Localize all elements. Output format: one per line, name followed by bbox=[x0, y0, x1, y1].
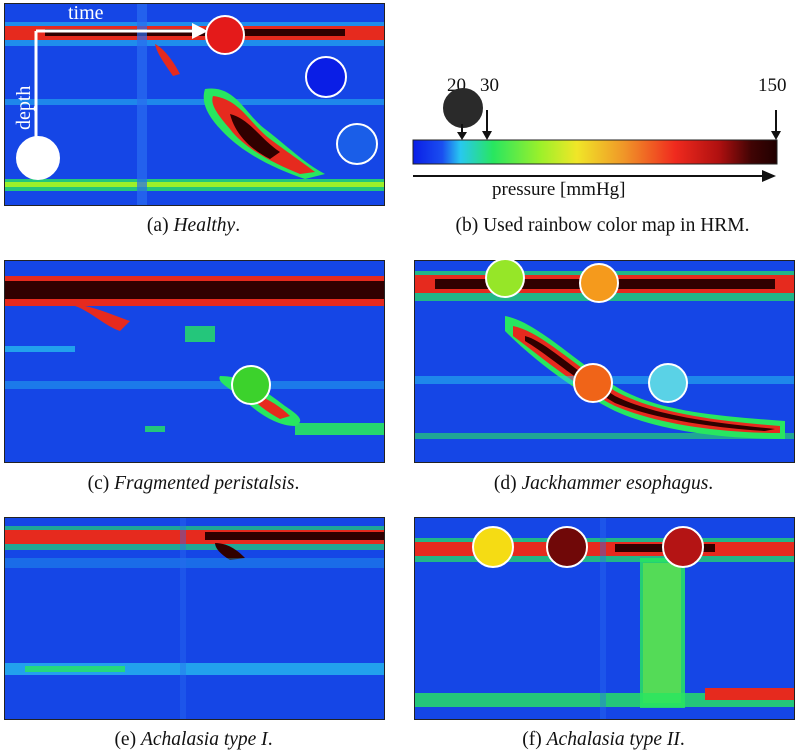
hrm-panel-fragmented-peristalsis bbox=[4, 260, 385, 463]
marker-yellow bbox=[472, 526, 514, 568]
tick-label-150: 150 bbox=[758, 75, 787, 96]
marker-medium-blue bbox=[336, 123, 378, 165]
colorbar-gradient bbox=[412, 139, 778, 165]
marker-dark-blue bbox=[305, 56, 347, 98]
time-depth-axes bbox=[34, 23, 208, 151]
caption-b: (b) Used rainbow color map in HRM. bbox=[455, 215, 750, 236]
marker-white bbox=[16, 136, 60, 180]
caption-c: (c) Fragmented peristalsis. bbox=[87, 473, 300, 494]
pressure-axis-arrowhead bbox=[762, 170, 776, 182]
time-axis-label: time bbox=[68, 2, 104, 24]
depth-axis-label: depth bbox=[13, 85, 35, 130]
marker-dark-red bbox=[546, 526, 588, 568]
marker-red bbox=[205, 15, 245, 55]
marker-light-blue bbox=[648, 363, 688, 403]
marker-crimson bbox=[662, 526, 704, 568]
hrm-panel-achalasia-type-1 bbox=[4, 517, 385, 720]
caption-e: (e) Achalasia type I. bbox=[114, 729, 273, 750]
tick-label-30: 30 bbox=[480, 75, 499, 96]
marker-red-orange bbox=[573, 363, 613, 403]
caption-f: (f) Achalasia type II. bbox=[522, 729, 685, 750]
marker-orange bbox=[579, 263, 619, 303]
marker-green bbox=[231, 365, 271, 405]
tick-arrowhead-20 bbox=[457, 132, 467, 140]
colorbar bbox=[412, 110, 781, 182]
tick-arrowhead-30 bbox=[482, 131, 492, 140]
marker-yellow-green bbox=[485, 258, 525, 298]
marker-dark-gray bbox=[443, 88, 483, 128]
pressure-axis-label: pressure [mmHg] bbox=[492, 179, 626, 200]
caption-a: (a) Healthy. bbox=[146, 215, 241, 236]
caption-d: (d) Jackhammer esophagus. bbox=[493, 473, 714, 494]
tick-arrowhead-150 bbox=[771, 131, 781, 140]
